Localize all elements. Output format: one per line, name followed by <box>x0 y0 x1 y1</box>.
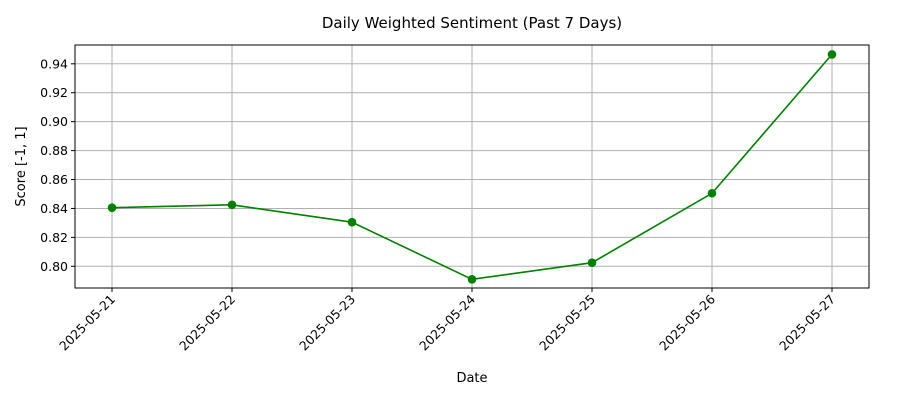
x-tick-label: 2025-05-24 <box>416 291 478 353</box>
data-point <box>827 50 837 59</box>
chart-title: Daily Weighted Sentiment (Past 7 Days) <box>322 14 622 32</box>
y-tick-label: 0.84 <box>40 201 68 216</box>
x-axis: 2025-05-21 2025-05-22 2025-05-23 2025-05-24… <box>56 288 838 353</box>
y-tick-label: 0.90 <box>40 114 68 129</box>
series-layer <box>107 50 837 284</box>
data-point <box>227 200 237 210</box>
y-tick-label: 0.92 <box>40 85 68 100</box>
grid-lines <box>75 45 869 288</box>
x-tick-label: 2025-05-23 <box>296 292 358 354</box>
y-tick-label: 0.88 <box>40 143 68 158</box>
y-tick-label: 0.86 <box>40 172 68 187</box>
x-tick-label: 2025-05-21 <box>56 292 118 354</box>
y-tick-label: 0.80 <box>40 259 68 274</box>
y-tick-label: 0.82 <box>40 230 68 245</box>
x-tick-label: 2025-05-25 <box>536 292 598 354</box>
y-axis-label: Score [-1, 1] <box>14 126 29 206</box>
data-point <box>107 203 117 213</box>
data-point <box>347 217 357 227</box>
x-axis-label: Date <box>456 371 487 386</box>
y-axis: 0.80 0.82 0.84 0.86 0.88 0.90 0.92 0.94 <box>40 56 75 274</box>
data-point <box>587 258 597 267</box>
x-tick-label: 2025-05-22 <box>176 292 238 354</box>
x-tick-label: 2025-05-27 <box>776 292 838 354</box>
y-tick-label: 0.94 <box>40 56 68 71</box>
data-point <box>707 188 717 198</box>
data-point <box>467 275 477 284</box>
x-tick-label: 2025-05-26 <box>656 291 718 353</box>
